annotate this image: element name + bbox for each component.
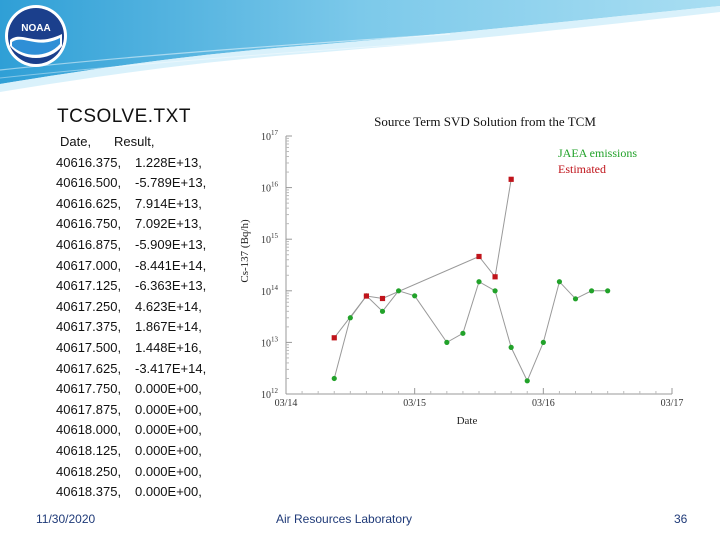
cell-date: 40616.875,: [56, 236, 122, 252]
data-point-jaea: [540, 339, 546, 345]
cell-date: 40617.375,: [56, 319, 122, 335]
cell-date: 40616.750,: [56, 216, 122, 232]
cell-result: 4.623E+14,: [135, 298, 202, 314]
cell-result: -5.789E+13,: [135, 175, 207, 191]
cell-result: 0.000E+00,: [135, 442, 202, 458]
x-tick-label: 03/17: [661, 398, 684, 409]
y-tick-label: 1012: [261, 387, 279, 401]
data-point-jaea: [492, 288, 498, 294]
x-tick-label: 03/16: [532, 398, 555, 409]
cell-date: 40616.625,: [56, 195, 122, 211]
chart-title: Source Term SVD Solution from the TCM: [374, 114, 596, 129]
cell-date: 40618.375,: [56, 484, 122, 500]
data-point-jaea: [379, 308, 386, 314]
cell-result: -5.909E+13,: [135, 236, 207, 252]
data-point-estimated: [492, 274, 498, 280]
data-point-jaea: [588, 288, 595, 294]
data-point-jaea: [605, 288, 611, 294]
y-tick-label: 1016: [261, 181, 279, 195]
series-line-estimated: [333, 179, 512, 339]
cell-result: 0.000E+00,: [135, 381, 202, 397]
cell-date: 40618.125,: [56, 442, 122, 458]
x-tick-label: 03/15: [403, 398, 426, 409]
data-point-estimated: [363, 293, 370, 299]
cell-result: -8.441E+14,: [135, 257, 207, 273]
x-axis-label: Date: [457, 415, 478, 427]
y-tick-label: 1014: [261, 284, 279, 298]
cell-result: 1.228E+13,: [135, 154, 202, 170]
y-tick-label: 1015: [261, 232, 279, 246]
cell-result: -6.363E+13,: [135, 278, 207, 294]
cell-result: -3.417E+14,: [135, 360, 207, 376]
data-point-jaea: [444, 339, 450, 345]
cell-result: 0.000E+00,: [135, 463, 202, 479]
cell-date: 40617.875,: [56, 401, 122, 417]
cell-date: 40617.625,: [56, 360, 122, 376]
cell-date: 40617.500,: [56, 339, 122, 355]
data-point-estimated: [379, 295, 386, 302]
cell-result: 1.448E+16,: [135, 339, 202, 355]
data-point-jaea: [524, 378, 530, 384]
data-point-jaea: [572, 296, 579, 302]
legend-entry: Estimated: [558, 162, 606, 176]
cell-date: 40616.375,: [56, 154, 122, 170]
cell-date: 40617.000,: [56, 257, 122, 273]
footer-date: 11/30/2020: [36, 512, 96, 526]
data-point-jaea: [508, 344, 514, 351]
data-point-jaea: [460, 330, 466, 336]
data-point-jaea: [556, 279, 563, 285]
data-point-jaea: [412, 293, 418, 299]
cell-date: 40617.250,: [56, 298, 122, 314]
svg-text:NOAA: NOAA: [21, 23, 50, 34]
banner-wave-graphic: [0, 0, 720, 92]
data-point-jaea: [347, 315, 353, 321]
cell-date: 40617.125,: [56, 278, 122, 294]
cell-result: 0.000E+00,: [135, 484, 202, 500]
data-point-estimated: [331, 335, 337, 341]
y-tick-label: 1013: [261, 335, 279, 349]
source-term-chart: Source Term SVD Solution from the TCM 101…: [239, 114, 684, 427]
cell-result: 0.000E+00,: [135, 401, 202, 417]
data-point-jaea: [331, 375, 337, 382]
column-header-result: Result,: [114, 134, 155, 149]
x-tick-label: 03/14: [275, 398, 298, 409]
legend-entry: JAEA emissions: [558, 146, 637, 160]
cell-date: 40616.500,: [56, 175, 122, 191]
header-banner: NOAA: [0, 0, 720, 92]
page-number: 36: [674, 512, 688, 526]
series-line-jaea: [333, 280, 608, 383]
noaa-logo: NOAA: [4, 4, 68, 68]
data-point-jaea: [395, 288, 402, 294]
footer-lab-name: Air Resources Laboratory: [276, 512, 413, 526]
y-axis-label: Cs-137 (Bq/h): [239, 219, 251, 283]
cell-result: 7.914E+13,: [135, 195, 202, 211]
cell-result: 7.092E+13,: [135, 216, 202, 232]
column-header-date: Date,: [60, 134, 92, 149]
cell-date: 40618.000,: [56, 422, 122, 438]
page-title: TCSOLVE.TXT: [57, 106, 191, 127]
data-point-jaea: [476, 279, 482, 285]
cell-result: 0.000E+00,: [135, 422, 202, 438]
cell-date: 40618.250,: [56, 463, 122, 479]
data-point-estimated: [476, 253, 482, 260]
cell-date: 40617.750,: [56, 381, 122, 397]
y-tick-label: 1017: [261, 129, 279, 143]
cell-result: 1.867E+14,: [135, 319, 202, 335]
data-point-estimated: [508, 176, 514, 182]
